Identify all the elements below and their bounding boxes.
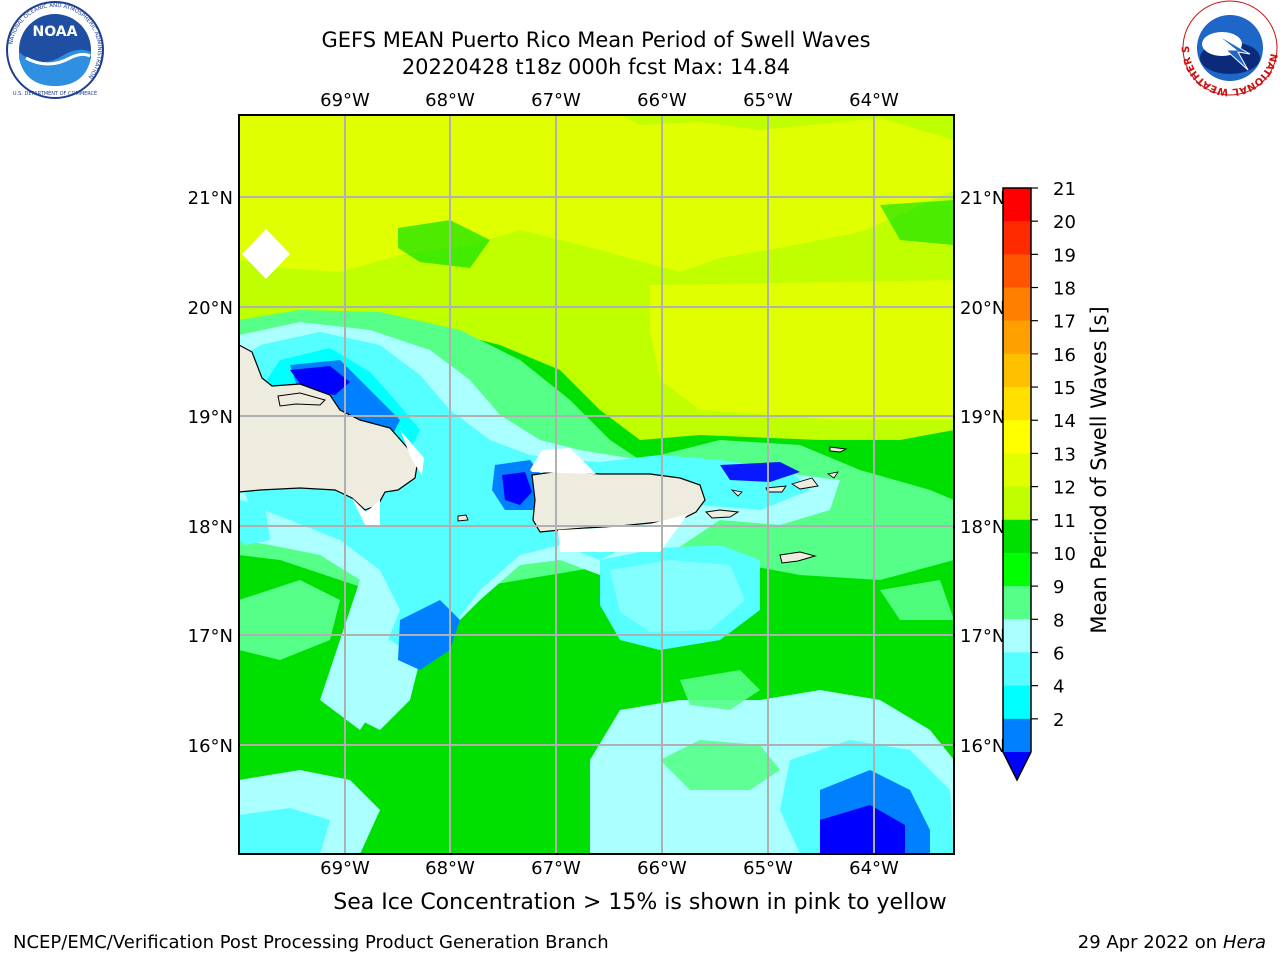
lon-label: 65°W xyxy=(743,90,793,111)
lon-label: 69°W xyxy=(320,90,370,111)
lat-label: 17°N xyxy=(188,626,233,647)
lon-label: 66°W xyxy=(637,90,687,111)
colorbar-cell xyxy=(1003,486,1031,521)
colorbar-cell xyxy=(1003,586,1031,620)
lon-label: 68°W xyxy=(425,858,475,879)
footer-machine: Hera xyxy=(1222,932,1266,953)
nodata-diamond xyxy=(242,229,290,279)
colorbar-cell xyxy=(1003,619,1031,653)
st-croix-island xyxy=(779,551,817,564)
colorbar-tick-label: 16 xyxy=(1053,345,1076,366)
colorbar-cell xyxy=(1003,453,1031,488)
colorbar-label: Mean Period of Swell Waves [s] xyxy=(1087,306,1111,633)
colorbar-tick-label: 19 xyxy=(1053,245,1076,266)
lat-label: 19°N xyxy=(188,407,233,428)
lat-label: 20°N xyxy=(188,298,233,319)
colorbar-tick-label: 21 xyxy=(1053,179,1076,200)
noaa-logo: NOAA NATIONAL OCEANIC AND ATMOSPHERIC AD… xyxy=(6,1,104,99)
footer-date: 29 Apr 2022 on Hera xyxy=(1078,932,1266,953)
colorbar-cell xyxy=(1003,254,1031,289)
nws-ring-text: NATIONAL WEATHER SERVICE xyxy=(0,0,1279,97)
colorbar-tick-label: 20 xyxy=(1053,212,1076,233)
swell-period-field xyxy=(239,115,954,854)
colorbar-cell xyxy=(1003,353,1031,388)
svg-text:NATIONAL WEATHER SERVICE: NATIONAL WEATHER SERVICE xyxy=(0,0,1279,97)
colorbar-cell xyxy=(1003,519,1031,554)
noaa-logo-text: NOAA xyxy=(33,24,78,40)
lat-label: 21°N xyxy=(960,188,1005,209)
lon-label: 66°W xyxy=(637,858,687,879)
colorbar-tick-label: 8 xyxy=(1053,610,1064,631)
lon-label: 64°W xyxy=(849,858,899,879)
lon-label: 65°W xyxy=(743,858,793,879)
colorbar-tick-label: 2 xyxy=(1053,710,1064,731)
lon-label: 64°W xyxy=(849,90,899,111)
footer-date-text: 29 Apr 2022 on xyxy=(1077,932,1223,953)
lat-label: 18°N xyxy=(188,517,233,538)
graticule xyxy=(239,115,954,854)
gonave-island xyxy=(277,392,326,407)
hispaniola-land xyxy=(239,344,419,511)
colorbar-underflow-triangle xyxy=(1003,752,1031,780)
colorbar-tick-label: 17 xyxy=(1053,312,1076,333)
colorbar-tick-label: 9 xyxy=(1053,577,1064,598)
colorbar-cell xyxy=(1003,387,1031,421)
sea-ice-note: Sea Ice Concentration > 15% is shown in … xyxy=(333,890,947,915)
footer-credit: NCEP/EMC/Verification Post Processing Pr… xyxy=(13,932,609,953)
lat-label: 16°N xyxy=(960,736,1005,757)
lat-label: 17°N xyxy=(960,626,1005,647)
lat-label: 16°N xyxy=(188,736,233,757)
colorbar-tick-label: 12 xyxy=(1053,478,1076,499)
chart-title: GEFS MEAN Puerto Rico Mean Period of Swe… xyxy=(321,28,871,52)
colorbar-tick-label: 11 xyxy=(1053,511,1076,532)
colorbar-tick-label: 10 xyxy=(1053,544,1076,565)
colorbar-cell xyxy=(1003,320,1031,355)
colorbar-tick-label: 18 xyxy=(1053,279,1076,300)
nws-logo: NATIONAL WEATHER SERVICE xyxy=(0,0,1279,97)
colorbar-cell xyxy=(1003,221,1031,255)
colorbar-cell xyxy=(1003,685,1031,720)
anegada-island xyxy=(829,446,848,453)
colorbar-outline xyxy=(1002,187,1032,782)
lat-label: 20°N xyxy=(960,298,1005,319)
colorbar-tick-label: 14 xyxy=(1053,411,1076,432)
colorbar-cell xyxy=(1003,287,1031,322)
lat-label: 21°N xyxy=(188,188,233,209)
lon-labels-bottom: 69°W 68°W 67°W 66°W 65°W 64°W xyxy=(320,858,899,879)
lon-label: 67°W xyxy=(531,858,581,879)
noaa-bottom-text: U.S. DEPARTMENT OF COMMERCE xyxy=(13,91,97,97)
lon-label: 68°W xyxy=(425,90,475,111)
colorbar-cell xyxy=(1003,420,1031,454)
vieques-island xyxy=(704,509,740,519)
colorbar-cell xyxy=(1003,652,1031,687)
lat-label: 19°N xyxy=(960,407,1005,428)
lat-label: 18°N xyxy=(960,517,1005,538)
colorbar-cell xyxy=(1003,188,1031,222)
colorbar-cell xyxy=(1003,552,1031,587)
colorbar: 21 20 19 18 17 16 15 14 13 12 11 10 9 8 6 4 2 Mean Perio… xyxy=(1002,179,1111,782)
colorbar-tick-label: 4 xyxy=(1053,677,1064,698)
map-frame xyxy=(238,114,955,855)
chart-subtitle-run-info: 20220428 t18z 000h fcst Max: 14.84 xyxy=(401,55,791,79)
lon-labels-top: 69°W 68°W 67°W 66°W 65°W 64°W xyxy=(320,90,899,111)
colorbar-tick-label: 15 xyxy=(1053,378,1076,399)
lat-labels-right: 21°N 20°N 19°N 18°N 17°N 16°N xyxy=(960,188,1005,757)
colorbar-tick-label: 13 xyxy=(1053,444,1076,465)
colorbar-tick-label: 6 xyxy=(1053,643,1064,664)
lon-label: 67°W xyxy=(531,90,581,111)
mona-island xyxy=(457,514,469,522)
colorbar-cell xyxy=(1003,718,1031,753)
lon-label: 69°W xyxy=(320,858,370,879)
lat-labels-left: 21°N 20°N 19°N 18°N 17°N 16°N xyxy=(188,188,233,757)
